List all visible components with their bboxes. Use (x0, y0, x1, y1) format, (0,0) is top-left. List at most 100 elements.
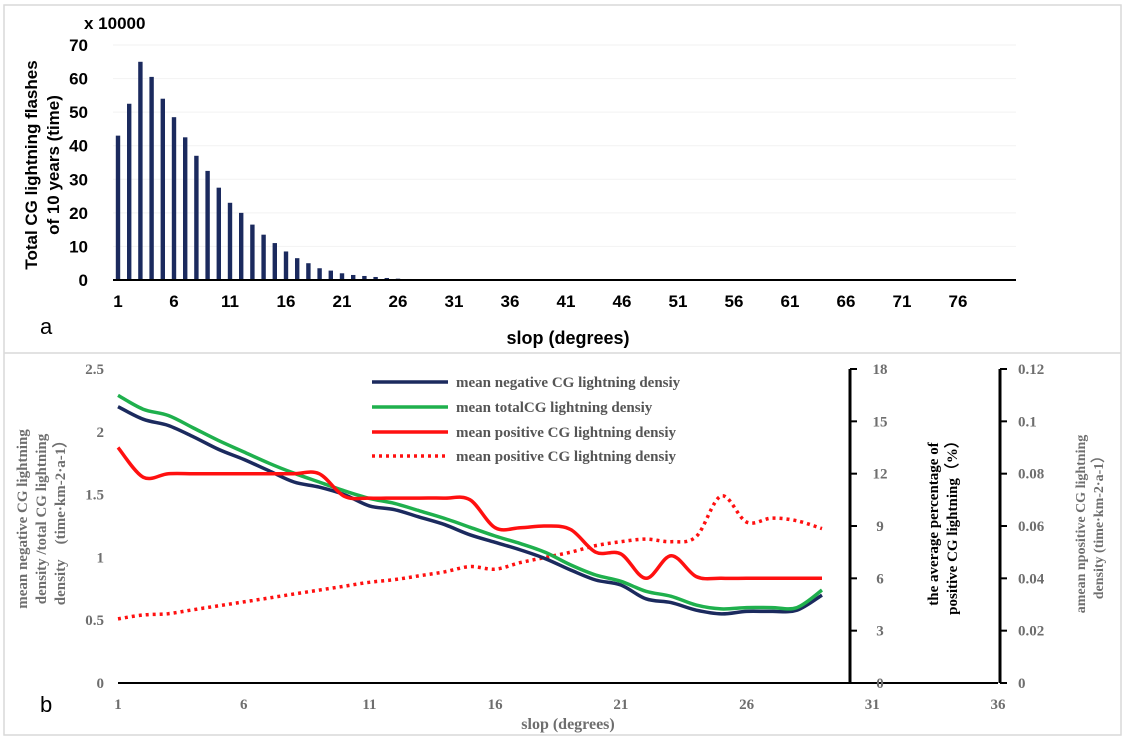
b-mid-tick-labels: 0 3 6 9 12 15 18 (850, 362, 888, 692)
b-series-line-0 (117, 405, 823, 616)
a-bar (362, 275, 367, 280)
figure-border (3, 4, 1122, 736)
b-x-tick-label: 31 (865, 697, 880, 713)
b-right-tick-label: 0.08 (1018, 467, 1044, 483)
a-x-tick-label: 11 (221, 292, 239, 311)
a-x-tick-label: 41 (557, 292, 576, 311)
a-y-tick-label: 20 (69, 204, 88, 223)
panel-b-label: b (40, 692, 52, 717)
a-x-tick-label: 56 (725, 292, 744, 311)
a-bar (216, 187, 221, 280)
a-bar (171, 117, 177, 280)
b-mid-axis-label-line1: the average percentage of (926, 441, 942, 605)
b-left-axis-label-line1: mean negative CG lightning (15, 429, 31, 609)
a-x-tick-label: 61 (781, 292, 800, 311)
b-x-tick-labels: 1 6 11 16 21 26 31 36 (114, 697, 1006, 713)
a-x-tick-label: 36 (501, 292, 520, 311)
b-right-axis-label-line2: density (time·km-2·a-1） (1091, 449, 1107, 600)
b-mid-tick-label: 15 (873, 414, 888, 430)
legend-label-positive-density: mean positive CG lightning densiy (456, 449, 677, 465)
a-bar (149, 76, 154, 281)
b-series-line-1 (117, 393, 824, 611)
b-mid-tick-label: 18 (873, 362, 888, 378)
b-mid-axis-label-line2: positive CG lightning（%） (943, 433, 961, 615)
a-x-tick-labels: 1 6 11 16 21 26 31 36 41 46 51 56 61 66 71 76 (113, 292, 967, 311)
a-bar (239, 212, 244, 280)
a-y-tick-labels: 0 10 20 30 40 50 60 70 (69, 36, 88, 290)
b-x-axis-label: slop (degrees) (521, 716, 614, 733)
a-x-tick-label: 21 (333, 292, 352, 311)
b-left-tick-label: 1 (97, 550, 105, 566)
b-x-tick-label: 21 (613, 697, 628, 713)
b-x-tick-label: 36 (991, 697, 1007, 713)
b-right-axis-label-line1: amean npositive CG lightning (1074, 435, 1089, 614)
b-x-tick-label: 16 (488, 697, 504, 713)
a-y-tick-label: 0 (79, 271, 88, 290)
a-bar (160, 98, 165, 280)
b-left-tick-label: 0.5 (85, 613, 104, 629)
a-x-tick-label: 71 (893, 292, 912, 311)
legend-label-total: mean totalCG lightning densiy (456, 400, 653, 416)
a-y-axis-label-line2: of 10 years (time) (44, 95, 63, 235)
a-x-tick-label: 6 (169, 292, 178, 311)
a-bar (205, 170, 210, 280)
a-bar (328, 270, 333, 280)
b-right-tick-label: 0 (1018, 676, 1026, 692)
a-bar (317, 268, 322, 280)
b-x-tick-label: 6 (240, 697, 248, 713)
b-mid-tick-label: 9 (876, 519, 884, 535)
b-series-lines (116, 393, 824, 621)
a-x-tick-label: 66 (837, 292, 856, 311)
b-right-tick-label: 0.1 (1018, 414, 1037, 430)
b-left-tick-labels: 0 0.5 1 1.5 2 2.5 (85, 362, 104, 692)
a-y-tick-label: 10 (69, 237, 88, 256)
b-left-tick-label: 2 (97, 425, 105, 441)
a-bar (261, 234, 266, 280)
b-right-tick-label: 0.02 (1018, 624, 1044, 640)
a-bar (306, 263, 311, 280)
a-x-tick-label: 1 (113, 292, 122, 311)
a-x-tick-label: 76 (949, 292, 968, 311)
a-bar (272, 243, 277, 280)
b-right-tick-label: 0.12 (1018, 362, 1044, 378)
a-bar (250, 224, 255, 280)
b-x-tick-label: 11 (362, 697, 376, 713)
b-series-line-3 (117, 494, 823, 621)
a-y-tick-label: 30 (69, 170, 88, 189)
a-y-axis-label-line1: Total CG lightning flashes (22, 60, 41, 269)
a-x-axis-label: slop (degrees) (506, 328, 629, 348)
a-x-tick-label: 16 (277, 292, 296, 311)
b-series-line-2 (116, 446, 822, 581)
a-bar (384, 277, 389, 280)
a-bar (127, 103, 132, 280)
a-x-tick-label: 51 (669, 292, 688, 311)
a-x-tick-label: 46 (613, 292, 632, 311)
a-multiplier-label: x 10000 (84, 14, 145, 33)
b-right-tick-labels: 0 0.02 0.04 0.06 0.08 0.1 0.12 (1000, 362, 1045, 692)
b-x-tick-label: 1 (114, 697, 122, 713)
a-bar (351, 274, 356, 280)
b-right-tick-label: 0.04 (1018, 571, 1045, 587)
a-bar (373, 276, 378, 280)
a-bar (183, 137, 188, 280)
b-left-tick-label: 0 (97, 676, 105, 692)
a-bar (194, 155, 199, 280)
a-y-tick-label: 50 (69, 103, 88, 122)
a-y-tick-label: 70 (69, 36, 88, 55)
a-bar (295, 258, 300, 280)
b-legend: mean negative CG lightning densiy mean t… (372, 375, 681, 465)
a-y-tick-label: 60 (69, 70, 88, 89)
b-x-tick-label: 26 (739, 697, 755, 713)
b-mid-tick-label: 6 (876, 571, 884, 587)
a-bar (115, 135, 121, 280)
legend-label-negative: mean negative CG lightning densiy (456, 375, 681, 391)
panel-a-label: a (40, 314, 53, 339)
b-left-axis-label-line2: density /total CG lightning (34, 433, 50, 604)
b-mid-tick-label: 3 (876, 624, 884, 640)
legend-label-positive-percent: mean positive CG lightning densiy (456, 425, 677, 441)
b-left-axis-label-line3: density (time·km-2·a-1） (51, 433, 69, 606)
a-bar (138, 61, 143, 281)
